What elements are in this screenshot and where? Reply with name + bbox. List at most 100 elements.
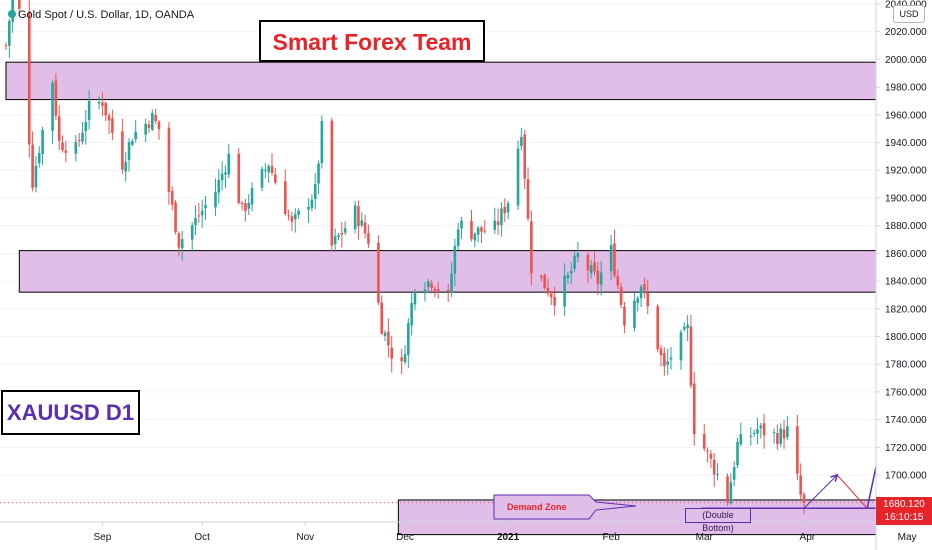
candle-body	[167, 127, 171, 192]
candle-body	[87, 100, 91, 121]
candle-body	[170, 191, 174, 205]
candle-body	[97, 101, 101, 104]
candle-body	[569, 270, 573, 274]
candle-body	[496, 221, 500, 225]
candle-body	[313, 184, 317, 200]
candle-body	[732, 467, 736, 480]
candle-body	[669, 357, 673, 360]
candle-body	[446, 289, 450, 292]
candle-body	[619, 287, 623, 305]
candle-body	[403, 354, 407, 363]
candle-body	[749, 435, 753, 437]
candle-body	[546, 287, 550, 294]
last-price-badge: 1680.120 16:10:15	[876, 497, 932, 525]
time-tick-label: Oct	[194, 532, 210, 543]
candle-body	[739, 434, 743, 445]
currency-button[interactable]: USD	[893, 5, 925, 23]
candle-body	[317, 163, 320, 184]
candle-body	[247, 202, 251, 209]
candle-body	[377, 242, 380, 303]
candle-body	[383, 332, 387, 336]
candle-body	[779, 428, 783, 444]
candle-body	[762, 423, 766, 436]
candle-body	[157, 121, 161, 130]
candle-body	[430, 283, 433, 289]
candle-body	[593, 262, 596, 272]
candle-body	[57, 116, 61, 141]
candle-body	[217, 179, 221, 193]
candle-body	[367, 233, 370, 244]
candle-body	[589, 265, 593, 274]
price-tick-label: 2020.000	[885, 27, 927, 38]
candle-body	[353, 205, 357, 230]
candle-body	[530, 221, 533, 274]
candle-body	[436, 289, 440, 291]
candle-body	[104, 103, 108, 116]
candle-body	[200, 210, 204, 216]
double-bottom-label: (Double Bottom)	[685, 508, 751, 533]
price-tick-label: 1980.000	[885, 83, 927, 94]
time-tick-label: Sep	[94, 532, 112, 543]
price-tick-label: 2000.000	[885, 55, 927, 66]
candle-body	[726, 476, 729, 503]
candle-body	[51, 82, 54, 131]
symbol-legend[interactable]: Gold Spot / U.S. Dollar, 1D, OANDA	[8, 9, 194, 21]
candle-body	[154, 115, 157, 122]
candle-body	[609, 245, 613, 272]
projection-pullback-leg	[836, 474, 868, 509]
title-banner: Smart Forex Team	[259, 20, 485, 62]
candle-body	[111, 118, 114, 133]
candle-body	[503, 206, 507, 214]
candle-body	[423, 289, 427, 294]
candle-body	[413, 291, 417, 305]
candle-body	[147, 124, 151, 128]
candle-body	[121, 131, 124, 170]
candle-body	[107, 115, 111, 121]
candle-body	[683, 326, 686, 330]
candle-body	[706, 450, 709, 452]
candle-body	[204, 205, 207, 209]
candle-body	[81, 132, 84, 142]
time-tick-label: May	[898, 532, 917, 543]
candle-body	[480, 227, 483, 232]
candle-body	[264, 169, 267, 171]
candle-body	[666, 361, 669, 365]
candle-body	[550, 293, 553, 298]
price-axis[interactable]: 2040.0002020.0002000.0001980.0001960.000…	[875, 0, 932, 550]
candle-body	[523, 134, 526, 179]
candle-body	[599, 272, 603, 285]
candle-body	[623, 306, 626, 326]
candlesticks	[4, 0, 806, 514]
candle-body	[31, 144, 34, 188]
price-axis-bg	[876, 0, 932, 550]
candle-body	[214, 192, 217, 208]
candle-body	[61, 142, 64, 150]
time-tick-label: 2021	[497, 532, 520, 543]
candle-body	[74, 141, 78, 154]
price-tick-label: 1880.000	[885, 221, 927, 232]
candle-body	[330, 120, 334, 246]
candle-body	[520, 136, 523, 147]
candle-body	[573, 255, 576, 269]
candle-body	[297, 210, 300, 215]
candle-body	[18, 0, 21, 9]
time-tick-label: Apr	[800, 532, 816, 543]
candle-body	[190, 225, 194, 240]
price-tick-label: 1840.000	[885, 277, 927, 288]
candle-body	[101, 102, 104, 106]
candle-body	[220, 173, 224, 181]
candle-body	[506, 203, 510, 213]
candle-body	[483, 230, 487, 232]
candle-body	[8, 21, 11, 46]
price-tick-label: 1860.000	[885, 249, 927, 260]
candle-body	[639, 286, 643, 299]
candle-body	[287, 215, 290, 217]
candle-body	[260, 168, 264, 188]
candle-body	[144, 123, 147, 135]
candle-body	[77, 140, 81, 142]
candle-body	[786, 426, 789, 438]
candle-body	[407, 323, 410, 355]
candle-body	[476, 227, 480, 235]
time-axis[interactable]: Sep Oct Nov Dec 2021 Feb Mar Apr May	[0, 521, 932, 543]
